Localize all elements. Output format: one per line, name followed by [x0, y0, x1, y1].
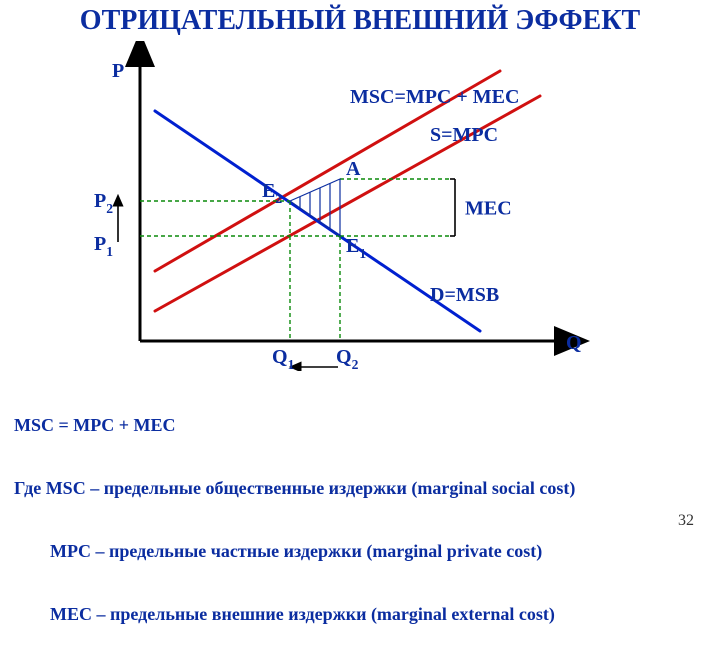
svg-text:D=MSB: D=MSB	[430, 284, 499, 306]
svg-text:E1: E1	[346, 235, 366, 261]
svg-text:P1: P1	[94, 233, 113, 259]
caption-block: MSC = MPC + MEC Где MSC – предельные общ…	[0, 371, 720, 646]
externality-chart: PQMSC=MPC + MECS=MPCD=MSBMECE2AE1P2P1Q1Q…	[60, 41, 600, 371]
svg-text:P: P	[112, 60, 124, 82]
title-text: ОТРИЦАТЕЛЬНЫЙ ВНЕШНИЙ ЭФФЕКТ	[80, 5, 640, 36]
svg-text:S=MPC: S=MPC	[430, 124, 498, 146]
caption-line: MEC – предельные внешние издержки (margi…	[14, 604, 706, 625]
svg-text:Q: Q	[566, 332, 582, 354]
svg-text:Q1: Q1	[272, 346, 295, 371]
svg-text:A: A	[346, 158, 361, 180]
chart-area: PQMSC=MPC + MECS=MPCD=MSBMECE2AE1P2P1Q1Q…	[0, 41, 720, 371]
svg-text:MEC: MEC	[465, 197, 512, 219]
svg-text:Q2: Q2	[336, 346, 359, 371]
caption-line: Где MSC – предельные общественные издерж…	[14, 478, 706, 499]
slide-title: ОТРИЦАТЕЛЬНЫЙ ВНЕШНИЙ ЭФФЕКТ	[0, 0, 720, 37]
svg-text:MSC=MPC + MEC: MSC=MPC + MEC	[350, 86, 519, 108]
caption-line: MPC – предельные частные издержки (margi…	[14, 541, 706, 562]
svg-text:P2: P2	[94, 190, 113, 216]
page-number: 32	[678, 512, 694, 530]
caption-line: MSC = MPC + MEC	[14, 415, 706, 436]
